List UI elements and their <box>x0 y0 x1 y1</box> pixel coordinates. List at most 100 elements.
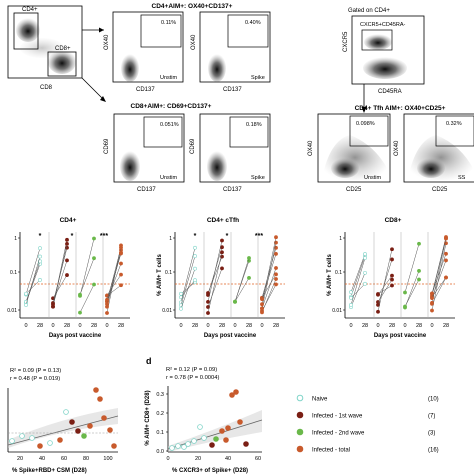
arrow-cd8 <box>81 77 105 101</box>
cd137-axis-label: CD137 <box>137 187 156 193</box>
cd8-aim-title: CD8+AIM+: CD69+CD137+ <box>131 103 212 110</box>
day0-point <box>260 302 264 307</box>
confidence-band <box>8 408 118 448</box>
legend-count: (10) <box>428 397 439 403</box>
paired-panels: CD4+10.10.010 28 0 28 0 28 0 28* * ***Days post v… <box>7 217 455 339</box>
day0-point <box>24 291 28 296</box>
tfh-spike-pct: 0.32% <box>446 121 462 127</box>
x-tick-label: 40 <box>39 456 45 462</box>
unstim-label: Unstim <box>160 175 178 181</box>
day28-point <box>247 276 251 280</box>
cell-cloud <box>121 54 139 82</box>
day-label: 28 <box>37 323 43 329</box>
cd45ra-axis-label: CD45RA <box>378 89 402 95</box>
scatter-point <box>229 392 235 398</box>
day28-point <box>417 277 421 282</box>
panel-xlabel: Days post vaccine <box>374 333 427 339</box>
pair-line <box>377 249 393 312</box>
day28-point <box>444 258 448 263</box>
panel-xlabel: Days post vaccine <box>204 333 257 339</box>
day28-point <box>417 268 421 273</box>
day28-point <box>119 272 123 277</box>
scatter-point <box>87 423 93 429</box>
cd8-unstim-pct: 0.051% <box>160 122 179 128</box>
day0-point <box>206 291 210 295</box>
day28-point <box>38 278 42 282</box>
y-tick-label: 0.1 <box>335 270 342 276</box>
day-label: 28 <box>118 323 124 329</box>
day-label: 28 <box>443 323 449 329</box>
scatter-d-yticks: 0.3 0.2 0.1 0.0 <box>156 392 168 455</box>
day28-point <box>193 278 197 283</box>
day28-point <box>119 245 123 250</box>
cxcr5-axis-label: CXCR5 <box>343 31 349 52</box>
day-label: 28 <box>91 323 97 329</box>
scatter-c-xlabel: % Spike+RBD+ CSM (D28) <box>12 468 87 474</box>
cxcr5-gate-label: CXCR5+CD45RA- <box>360 22 406 28</box>
day28-point <box>444 275 448 280</box>
cd69-axis-label: CD69 <box>190 138 196 154</box>
panel-xlabel: Days post vaccine <box>49 333 102 339</box>
day28-point <box>274 266 278 270</box>
panel-title: CD8+ <box>385 217 402 224</box>
day-label: 28 <box>64 323 70 329</box>
day-label: 28 <box>389 323 395 329</box>
pair-line <box>431 238 447 303</box>
panel-d-letter: d <box>146 356 152 366</box>
scatter-point <box>197 424 203 430</box>
day28-point <box>193 254 197 258</box>
day28-point <box>220 250 224 255</box>
aim-gate <box>229 116 269 148</box>
cd4-aim-unstim-plot: 0.11% Unstim OX40 CD137 <box>104 11 184 93</box>
day28-point <box>417 241 421 246</box>
panel-ylabel: % AIM+ T cells <box>327 254 333 296</box>
main-population <box>363 57 407 79</box>
day-label: 0 <box>260 323 263 329</box>
pair-line <box>261 247 277 298</box>
day-label: 0 <box>24 323 27 329</box>
day0-point <box>105 302 109 306</box>
pair-line <box>180 247 196 303</box>
panel-ylabel: % AIM+ T cells <box>157 254 163 296</box>
day-label: 28 <box>192 323 198 329</box>
day-label: 0 <box>105 323 108 329</box>
regression-line <box>167 419 263 450</box>
y-tick-label: 0.2 <box>156 411 164 417</box>
day28-point <box>363 270 367 275</box>
unstim-label: Unstim <box>364 175 382 181</box>
spike-label-partial: SS <box>458 175 466 181</box>
day28-point <box>65 258 69 263</box>
day0-point <box>206 311 210 315</box>
day-label: 0 <box>376 323 379 329</box>
day28-point <box>247 256 251 260</box>
scatter-point <box>213 436 219 442</box>
y-tick-label: 0.1 <box>156 430 164 436</box>
cd4-cd8-gate-plot: CD4+ CD8+ CD8 <box>7 5 83 91</box>
cd69-axis-label: CD69 <box>104 138 110 154</box>
y-tick-label: 0.3 <box>156 392 164 398</box>
cd4-aim-spike-plot: 0.40% Spike OX40 CD137 <box>191 11 271 93</box>
ox40-axis-label: OX40 <box>104 34 110 50</box>
pair-line <box>377 285 393 295</box>
significance-marker: *** <box>100 233 108 240</box>
pair-line <box>261 237 277 305</box>
day-label: 28 <box>273 323 279 329</box>
pair-line <box>261 267 277 309</box>
scatter-d-points <box>169 389 249 451</box>
scatter-c-points <box>9 387 117 449</box>
tfh-aim-spike-plot: 0.32% SS OX40 CD25 <box>394 113 474 193</box>
day0-point <box>349 302 353 307</box>
day28-point <box>193 266 197 271</box>
cd137-axis-label: CD137 <box>136 87 155 93</box>
scatter-point <box>191 438 197 444</box>
scatter-point <box>37 443 43 449</box>
regression-line <box>7 415 119 446</box>
day28-point <box>274 277 278 281</box>
aim-gate <box>227 14 269 48</box>
y-tick-label: 0.0 <box>156 449 164 455</box>
day0-point <box>233 300 237 304</box>
day28-point <box>38 246 42 251</box>
gated-on-cd4-title: Gated on CD4+ <box>348 8 390 14</box>
panel-group-0: CD4+10.10.010 28 0 28 0 28 0 28* * ***Days post v… <box>7 217 130 339</box>
cd8-aim-spike-plot: 0.18% Spike CD69 CD137 <box>190 113 271 193</box>
